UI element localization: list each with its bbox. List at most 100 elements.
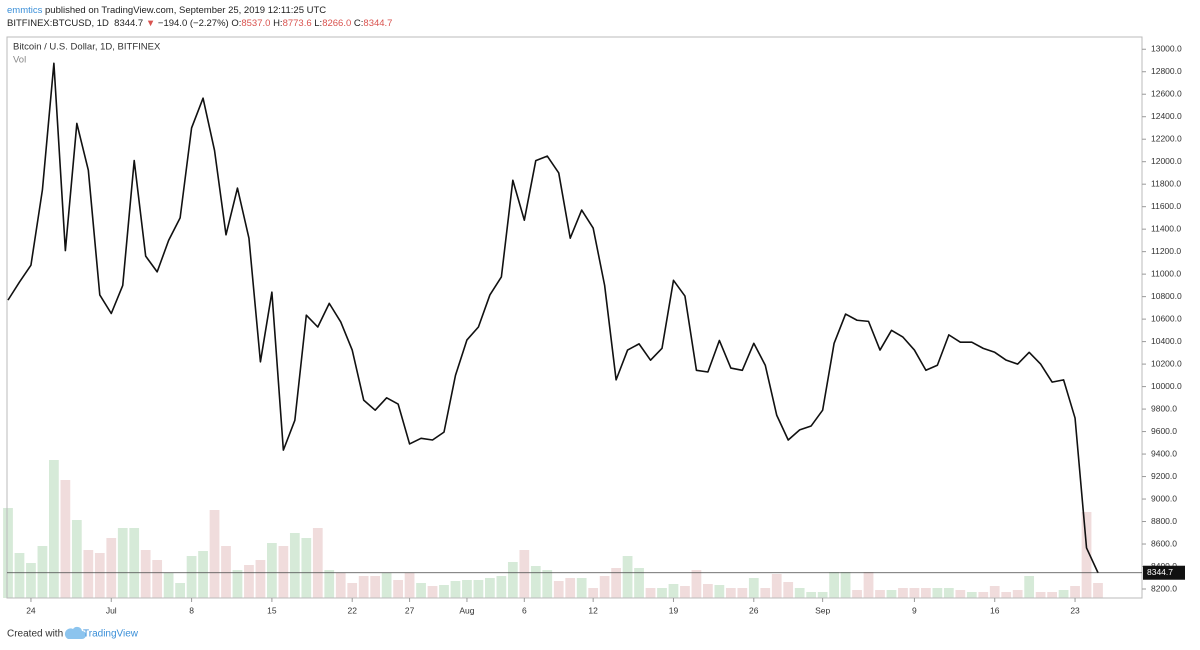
volume-bar: [3, 508, 13, 598]
volume-bar: [244, 565, 254, 598]
y-tick-label: 10200.0: [1151, 358, 1182, 368]
y-tick-label: 9000.0: [1151, 493, 1177, 503]
volume-bar: [1070, 586, 1080, 598]
volume-bar: [221, 546, 231, 598]
volume-bar: [473, 580, 484, 598]
change: −194.0 (−2.27%): [157, 18, 229, 29]
footer-brand[interactable]: TradingView: [83, 629, 139, 640]
x-tick-label: 23: [1070, 605, 1080, 615]
volume-bar: [680, 586, 690, 598]
x-tick-label: 26: [749, 605, 759, 615]
volume-bar: [83, 550, 94, 598]
volume-bar: [817, 592, 828, 598]
volume-bar: [955, 590, 966, 598]
volume-bar: [347, 583, 358, 598]
volume-bar: [725, 588, 736, 598]
volume-bar: [71, 520, 82, 598]
chart-title: Bitcoin / U.S. Dollar, 1D, BITFINEX: [13, 42, 161, 53]
x-tick-label: 27: [405, 605, 415, 615]
publish-line: emmtics published on TradingView.com, Se…: [7, 5, 326, 16]
y-tick-label: 12600.0: [1151, 88, 1182, 98]
main-layer: 8200.08400.08600.08800.09000.09200.09400…: [7, 43, 1185, 615]
volume-bar: [37, 546, 48, 598]
x-tick-label: 24: [26, 605, 36, 615]
y-tick-label: 10400.0: [1151, 336, 1182, 346]
y-tick-label: 11200.0: [1151, 246, 1181, 256]
volume-bar: [485, 578, 495, 598]
volume-bar: [909, 588, 920, 598]
volume-bar: [748, 578, 759, 598]
volume-bar: [703, 584, 713, 598]
x-tick-label: 19: [669, 605, 679, 615]
cloud-icon: [64, 626, 86, 639]
volume-bar: [106, 538, 117, 598]
volume-bar: [14, 553, 25, 598]
x-tick-label: 8: [189, 605, 194, 615]
volume-bar: [599, 576, 610, 598]
volume-bar: [416, 583, 426, 598]
y-tick-label: 11600.0: [1151, 201, 1181, 211]
volume-bar: [301, 538, 312, 598]
volume-bar: [94, 553, 105, 598]
volume-bar: [852, 590, 862, 598]
volume-bar: [1035, 592, 1046, 598]
volume-bar: [278, 546, 289, 598]
volume-bar: [1001, 592, 1012, 598]
volume-bar: [989, 586, 1000, 598]
volume-layer: [3, 460, 1103, 598]
y-tick-label: 8600.0: [1151, 538, 1177, 548]
y-tick-label: 9200.0: [1151, 471, 1177, 481]
volume-bar: [381, 573, 392, 598]
volume-bar: [714, 585, 725, 598]
volume-label: Vol: [13, 55, 26, 66]
low-label: L:: [314, 18, 323, 29]
volume-bar: [668, 584, 679, 598]
y-tick-label: 10800.0: [1151, 291, 1182, 301]
volume-bar: [49, 460, 59, 598]
volume-bar: [439, 585, 449, 598]
x-tick-label: 6: [522, 605, 527, 615]
volume-bar: [1058, 590, 1069, 598]
volume-bar: [771, 574, 782, 598]
volume-bar: [1081, 512, 1092, 598]
y-tick-label: 9400.0: [1151, 448, 1177, 458]
volume-bar: [496, 576, 507, 598]
volume-bar: [152, 560, 163, 598]
volume-bar: [553, 581, 564, 598]
footer-created: Created with: [7, 629, 63, 640]
volume-bar: [267, 543, 277, 598]
volume-bar: [978, 592, 989, 598]
volume-bar: [760, 588, 771, 598]
volume-bar: [565, 578, 576, 598]
volume-bar: [232, 570, 243, 598]
y-tick-label: 8800.0: [1151, 516, 1177, 526]
y-tick-label: 13000.0: [1151, 43, 1182, 53]
volume-bar: [657, 588, 667, 598]
y-tick-label: 9800.0: [1151, 403, 1177, 413]
last: 8344.7: [114, 18, 144, 29]
volume-bar: [863, 572, 874, 598]
volume-bar: [324, 570, 335, 598]
volume-bar: [358, 576, 369, 598]
y-tick-label: 11400.0: [1151, 223, 1181, 233]
volume-bar: [737, 588, 748, 598]
volume-bar: [886, 590, 897, 598]
volume-bar: [117, 528, 128, 598]
volume-bar: [691, 570, 702, 598]
volume-bar: [1024, 576, 1035, 598]
volume-bar: [783, 582, 794, 598]
arrow: ▼: [145, 18, 156, 29]
open: 8537.0: [241, 18, 271, 29]
publisher[interactable]: emmtics: [7, 5, 43, 16]
volume-bar: [530, 566, 541, 598]
volume-bar: [186, 556, 197, 598]
volume-bar: [634, 568, 644, 598]
volume-bar: [1047, 592, 1057, 598]
y-tick-label: 10000.0: [1151, 381, 1182, 391]
volume-bar: [175, 583, 185, 598]
x-tick-label: Aug: [459, 605, 474, 615]
volume-bar: [129, 528, 140, 598]
x-tick-label: 22: [347, 605, 357, 615]
